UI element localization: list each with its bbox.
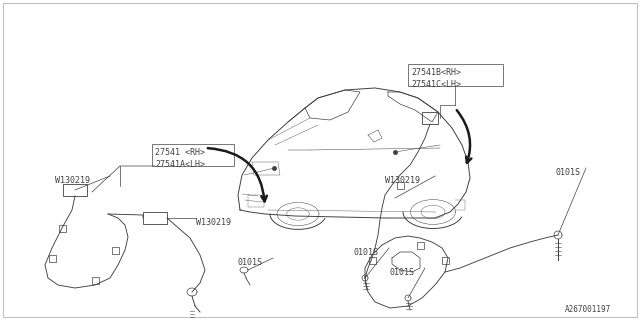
Bar <box>397 182 404 189</box>
Text: 0101S: 0101S <box>390 268 415 277</box>
Bar <box>63 184 87 196</box>
FancyArrowPatch shape <box>208 148 267 202</box>
Text: 0101S: 0101S <box>354 248 379 257</box>
Bar <box>112 247 119 254</box>
Bar <box>143 212 167 224</box>
Text: 27541A<LH>: 27541A<LH> <box>155 160 205 169</box>
Text: 27541C<LH>: 27541C<LH> <box>411 80 461 89</box>
FancyArrowPatch shape <box>457 110 472 163</box>
Bar <box>422 112 438 124</box>
Bar <box>59 225 66 232</box>
Text: 27541 <RH>: 27541 <RH> <box>155 148 205 157</box>
Text: A267001197: A267001197 <box>565 305 611 314</box>
Text: W130219: W130219 <box>385 176 420 185</box>
Text: 27541B<RH>: 27541B<RH> <box>411 68 461 77</box>
Bar <box>92 277 99 284</box>
Text: 0101S: 0101S <box>238 258 263 267</box>
Text: 0101S: 0101S <box>556 168 581 177</box>
Bar <box>442 257 449 264</box>
Bar <box>417 242 424 249</box>
Text: W130219: W130219 <box>196 218 231 227</box>
Bar <box>369 257 376 264</box>
Bar <box>49 255 56 262</box>
Text: W130219: W130219 <box>55 176 90 185</box>
